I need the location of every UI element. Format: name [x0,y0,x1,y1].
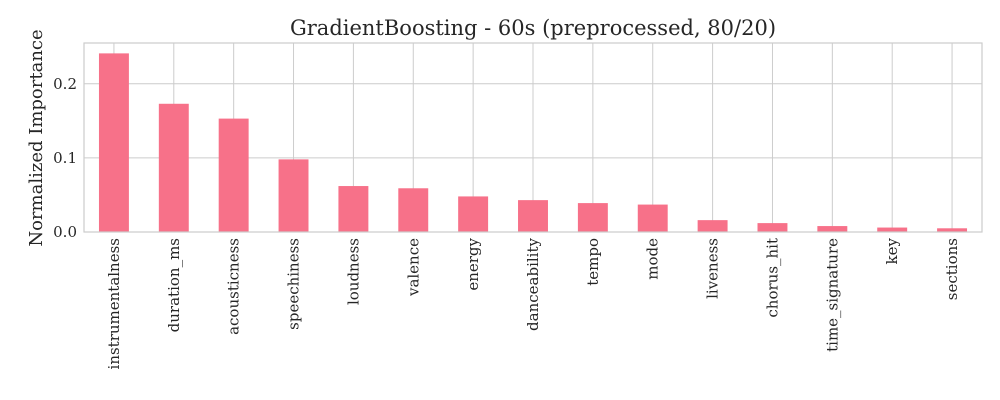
bar-loudness [338,186,369,232]
x-tick-label: mode [644,238,662,280]
y-tick-labels: 0.0 0.1 0.2 [53,75,77,241]
bar-key [877,227,908,232]
bar-chorus-hit [757,223,788,232]
bars [98,53,968,233]
bar-tempo [577,203,608,232]
x-tick-label: duration_ms [165,238,183,332]
y-tick-label: 0.1 [53,149,77,167]
bar-energy [458,196,489,232]
x-tick-labels: instrumentalness duration_ms acousticness s… [105,237,961,369]
x-tick-label: chorus_hit [763,238,781,318]
x-tick-label: instrumentalness [105,238,123,369]
x-tick-label: speechiness [285,238,303,330]
bar-acousticness [218,118,249,232]
x-tick-label: danceability [524,237,542,330]
plot-frame [83,42,983,233]
bar-danceability [518,200,548,232]
x-tick-label: acousticness [225,238,243,335]
bar-liveness [697,220,728,232]
x-tick-label: energy [464,237,482,290]
bar-sections [937,228,968,232]
bar-time-signature [817,226,848,232]
bar-instrumentalness [98,53,129,233]
y-tick-label: 0.0 [53,223,77,241]
chart-title: GradientBoosting - 60s (preprocessed, 80… [290,16,776,40]
y-tick-label: 0.2 [53,75,77,93]
bar-speechiness [278,159,309,232]
x-tick-label: valence [404,238,422,297]
bar-valence [398,188,429,232]
bar-duration-ms [158,103,189,232]
x-tick-label: sections [943,238,961,300]
x-tick-label: key [883,237,901,264]
x-tick-label: time_signature [823,238,841,352]
x-tick-label: tempo [584,238,602,286]
x-tick-label: liveness [704,238,722,299]
y-axis-label: Normalized Importance [26,29,47,246]
x-tick-label: loudness [344,238,362,305]
bar-mode [637,204,668,232]
